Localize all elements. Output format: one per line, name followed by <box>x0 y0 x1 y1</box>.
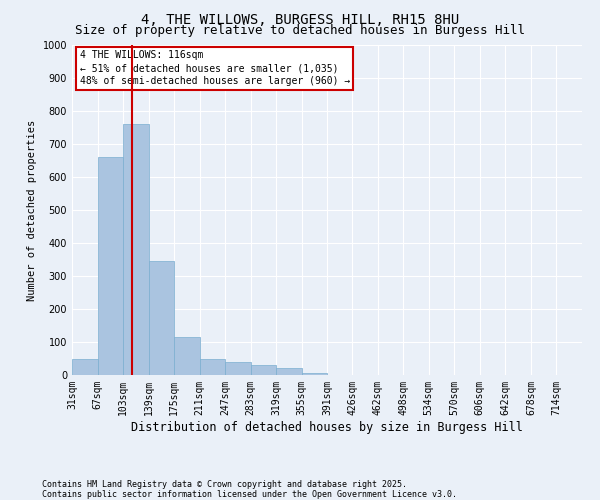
Bar <box>200 358 225 375</box>
Bar <box>123 124 149 375</box>
Bar <box>302 374 328 375</box>
Y-axis label: Number of detached properties: Number of detached properties <box>27 120 37 300</box>
Text: 4, THE WILLOWS, BURGESS HILL, RH15 8HU: 4, THE WILLOWS, BURGESS HILL, RH15 8HU <box>141 12 459 26</box>
Bar <box>251 365 276 375</box>
Text: 4 THE WILLOWS: 116sqm
← 51% of detached houses are smaller (1,035)
48% of semi-d: 4 THE WILLOWS: 116sqm ← 51% of detached … <box>80 50 350 86</box>
Bar <box>72 358 98 375</box>
Bar <box>276 368 302 375</box>
Bar <box>98 157 123 375</box>
Text: Contains HM Land Registry data © Crown copyright and database right 2025.
Contai: Contains HM Land Registry data © Crown c… <box>42 480 457 499</box>
Text: Size of property relative to detached houses in Burgess Hill: Size of property relative to detached ho… <box>75 24 525 37</box>
Bar <box>225 362 251 375</box>
Bar <box>174 337 200 375</box>
Bar <box>149 261 174 375</box>
X-axis label: Distribution of detached houses by size in Burgess Hill: Distribution of detached houses by size … <box>131 420 523 434</box>
